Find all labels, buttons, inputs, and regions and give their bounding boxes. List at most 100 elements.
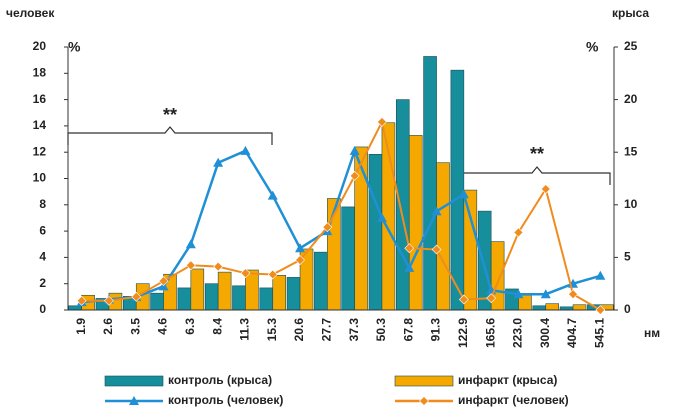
marker <box>376 212 387 222</box>
bar <box>150 292 164 311</box>
marker <box>513 289 524 299</box>
x-tick-label: 91.3 <box>429 318 443 342</box>
y-tick-label: 4 <box>39 250 46 264</box>
y-tick-label: 14 <box>33 118 47 132</box>
x-tick-label: 122.9 <box>456 318 470 348</box>
bar <box>204 283 219 311</box>
y2-tick-label: 10 <box>624 197 638 211</box>
x-tick-label: 67.8 <box>401 318 415 342</box>
bar <box>272 274 287 311</box>
marker <box>185 239 196 249</box>
marker <box>486 293 497 304</box>
marker <box>104 295 114 306</box>
y2-tick-label: 0 <box>624 302 631 316</box>
bar <box>368 154 383 311</box>
bracket <box>67 126 273 145</box>
x-tick-label: 15.3 <box>265 318 279 342</box>
bar <box>545 303 560 311</box>
marker <box>185 260 196 271</box>
x-tick-label: 6.3 <box>183 318 197 335</box>
marker <box>267 190 278 200</box>
marker <box>322 222 333 233</box>
marker <box>213 261 224 272</box>
marker <box>404 243 415 254</box>
marker <box>129 396 139 405</box>
y2-tick-label: 20 <box>624 92 638 106</box>
bar <box>341 206 355 311</box>
bar <box>259 287 274 311</box>
x-tick-label: 27.7 <box>320 318 334 342</box>
x-tick-label: 2.6 <box>101 318 115 335</box>
y-unit: % <box>68 39 81 55</box>
marker <box>595 270 606 280</box>
bar <box>477 210 492 311</box>
marker <box>377 117 387 127</box>
y2-tick-label: 5 <box>624 250 631 264</box>
x-tick-label: 37.3 <box>347 318 361 342</box>
y-tick-label: 18 <box>33 65 47 79</box>
bar <box>463 189 478 311</box>
x-tick-label: 3.5 <box>128 318 142 335</box>
y-tick-label: 10 <box>33 171 47 185</box>
y2-axis-label: крыса <box>612 6 649 20</box>
y2-tick-label: 25 <box>624 39 638 53</box>
marker <box>131 291 142 302</box>
marker <box>431 244 442 255</box>
line <box>81 118 601 311</box>
y-tick-label: 16 <box>33 92 47 106</box>
legend-label: инфаркт (крыса) <box>458 373 557 387</box>
bar <box>286 277 301 311</box>
marker <box>76 295 87 306</box>
marker <box>595 305 606 315</box>
x-unit: нм <box>644 326 660 340</box>
x-tick-label: 11.3 <box>238 318 252 341</box>
x-tick-label: 404.7 <box>565 318 579 348</box>
marker <box>349 145 360 155</box>
legend-swatch <box>394 375 454 387</box>
annotation: ** <box>530 144 544 164</box>
bar <box>232 285 246 311</box>
y-tick-label: 6 <box>39 223 46 237</box>
x-tick-label: 165.6 <box>483 318 497 348</box>
y2-tick-label: 15 <box>624 144 638 158</box>
y-axis-label: человек <box>6 6 55 20</box>
marker <box>458 189 469 199</box>
marker <box>419 396 429 406</box>
bar <box>68 305 82 311</box>
bar <box>450 69 465 311</box>
x-tick-label: 20.6 <box>292 318 306 342</box>
bar <box>572 304 587 311</box>
marker <box>267 269 278 280</box>
marker <box>458 294 469 305</box>
y-tick-label: 20 <box>33 39 47 53</box>
marker <box>404 262 415 272</box>
bar <box>436 162 450 311</box>
marker <box>431 206 442 216</box>
bar <box>423 56 437 311</box>
marker <box>349 170 360 181</box>
bracket <box>462 166 611 185</box>
marker <box>540 184 551 194</box>
y-tick-label: 2 <box>39 276 46 290</box>
x-tick-label: 300.4 <box>538 318 552 348</box>
y2-unit: % <box>586 39 599 55</box>
bar <box>395 99 410 311</box>
bar <box>217 271 232 311</box>
x-tick-label: 545.1 <box>593 318 607 348</box>
marker <box>158 276 169 286</box>
bar <box>532 305 547 311</box>
marker <box>540 289 551 299</box>
legend-label: контроль (крыса) <box>168 373 272 387</box>
bar <box>408 135 423 311</box>
y-tick-label: 0 <box>39 302 46 316</box>
marker <box>295 243 306 253</box>
marker <box>568 289 578 300</box>
x-tick-label: 223.0 <box>511 318 525 348</box>
y-tick-label: 12 <box>33 144 47 158</box>
x-tick-label: 50.3 <box>374 318 388 342</box>
marker <box>213 157 224 167</box>
bar <box>314 251 328 311</box>
x-tick-label: 4.6 <box>156 318 170 335</box>
legend-label: контроль (человек) <box>168 393 283 407</box>
